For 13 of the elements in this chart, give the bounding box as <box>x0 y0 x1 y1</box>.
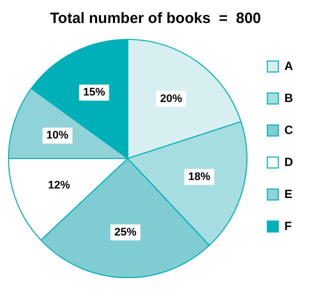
legend-label: E <box>284 186 292 201</box>
data-label: 10% <box>46 130 69 142</box>
data-label: 15% <box>83 86 106 99</box>
legend-label: D <box>284 154 294 169</box>
legend-label: A <box>284 58 294 73</box>
data-label: 18% <box>188 170 210 183</box>
data-label: 20% <box>160 92 182 105</box>
legend-label: B <box>284 90 294 105</box>
data-label: 25% <box>114 226 137 238</box>
legend-label: C <box>284 122 294 137</box>
chart-title: Total number of books = 800 <box>50 10 262 28</box>
data-label: 12% <box>48 180 70 192</box>
legend-label: F <box>284 218 292 233</box>
